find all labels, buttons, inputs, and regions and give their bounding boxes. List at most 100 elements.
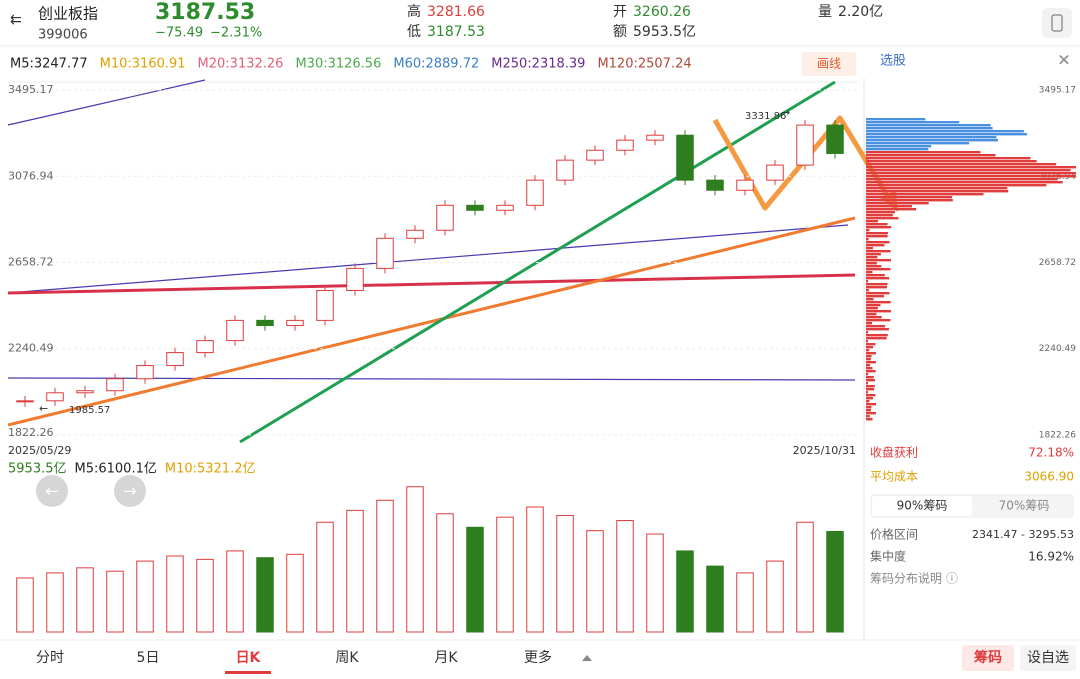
chip-bar xyxy=(866,154,996,157)
trend-line xyxy=(7,273,856,295)
chip-bar xyxy=(866,418,873,421)
profit: 72.18% xyxy=(1028,446,1074,460)
candle xyxy=(436,204,454,231)
cost: 3066.90 xyxy=(1024,470,1074,484)
candle xyxy=(376,237,394,269)
chip-bar xyxy=(866,400,870,403)
more-arrow xyxy=(582,655,592,661)
volume-bar xyxy=(256,557,274,633)
ma-legend: M30:3126.56 xyxy=(295,57,381,72)
tab[interactable]: 更多 xyxy=(524,649,552,666)
chip-bar xyxy=(866,238,869,241)
chip-bar xyxy=(866,184,1047,187)
y-tick-label-right: 2658.72 xyxy=(1039,258,1076,268)
stock-pick[interactable]: 选股 xyxy=(880,54,906,69)
tab[interactable]: 月K xyxy=(434,650,458,666)
chip-bar xyxy=(866,397,873,400)
annotation: 1985.57 xyxy=(69,405,110,416)
draw-button[interactable] xyxy=(802,52,856,76)
watch-button[interactable] xyxy=(1020,645,1076,671)
low-label: 低 xyxy=(407,24,421,40)
candle xyxy=(556,159,574,181)
volume-bar xyxy=(286,553,304,633)
chip-bar xyxy=(866,373,869,376)
tab[interactable]: 5日 xyxy=(137,650,160,666)
chip-bar xyxy=(866,409,872,412)
chip-help[interactable]: 筹码分布说明 ⓘ xyxy=(870,571,958,586)
chip-bar xyxy=(866,295,885,298)
tab[interactable]: 周K xyxy=(335,650,359,666)
chip-bar xyxy=(866,415,870,418)
chip-bar xyxy=(866,169,1071,172)
chip-bar xyxy=(866,214,893,217)
prev-button[interactable] xyxy=(36,475,68,507)
annotation: 3331.86 xyxy=(745,111,786,122)
chip-bar xyxy=(866,367,873,370)
ma-legend: M60:2889.72 xyxy=(393,57,479,72)
volume-bar xyxy=(826,530,844,633)
chip-bar xyxy=(866,361,876,364)
volume-bar xyxy=(106,570,124,633)
price: 3187.53 xyxy=(155,0,255,25)
chip-bar xyxy=(866,127,993,130)
chip-bar xyxy=(866,391,868,394)
chip-bar xyxy=(866,142,970,145)
volume-bar xyxy=(76,567,94,633)
candle xyxy=(466,204,484,211)
candle xyxy=(346,267,364,291)
prev-glyph: ← xyxy=(45,482,58,501)
chip-bar xyxy=(866,265,882,268)
chip-bar xyxy=(866,202,929,205)
volume-bar xyxy=(196,558,214,633)
chip-bar xyxy=(866,145,932,148)
chip-bar xyxy=(866,229,870,232)
chip-bar xyxy=(866,289,869,292)
chip-tab-active[interactable] xyxy=(872,496,972,516)
candle xyxy=(76,390,94,394)
chip-bar xyxy=(866,193,984,196)
candle xyxy=(496,204,514,211)
ma-legend: M120:2507.24 xyxy=(597,57,691,72)
candle xyxy=(106,378,124,392)
close-icon[interactable]: ✕ xyxy=(1057,51,1070,70)
chip-bar xyxy=(866,178,1058,181)
chip-bar xyxy=(866,346,874,349)
chip-bar xyxy=(866,148,929,151)
chip-button[interactable] xyxy=(962,645,1014,671)
candle xyxy=(586,149,604,161)
tab[interactable]: 分时 xyxy=(36,650,64,666)
y-tick-label-right: 2240.49 xyxy=(1039,344,1076,354)
tab-active[interactable]: 日K xyxy=(236,650,262,666)
volume-bar xyxy=(616,520,634,633)
chip-bar xyxy=(866,412,876,415)
trend-line xyxy=(7,79,206,126)
candle xyxy=(16,400,34,403)
chip-bar xyxy=(866,199,953,202)
candle xyxy=(526,179,544,206)
volume-bar xyxy=(406,486,424,633)
change: −75.49 xyxy=(155,26,203,41)
next-glyph: → xyxy=(123,482,136,501)
chip-bar xyxy=(866,304,881,307)
candle xyxy=(136,365,154,380)
high: 3281.66 xyxy=(427,4,485,20)
volume-legend: M5:6100.1亿 xyxy=(75,462,157,477)
phone-icon[interactable] xyxy=(1042,8,1072,38)
back-icon[interactable]: ⇇ xyxy=(10,12,22,28)
chip-bar xyxy=(866,274,885,277)
volume-bar xyxy=(586,530,604,633)
next-button[interactable] xyxy=(114,475,146,507)
chip-bar xyxy=(866,301,891,304)
chip-bar xyxy=(866,181,1063,184)
volume-bar xyxy=(646,533,664,633)
y-tick-label-right: 3495.17 xyxy=(1039,86,1076,96)
chip-tab[interactable]: 70%筹码 xyxy=(999,499,1050,513)
chip-bar xyxy=(866,196,953,199)
chip-bar xyxy=(866,340,868,343)
y-tick-label-right: 1822.26 xyxy=(1039,431,1076,441)
chip-bar xyxy=(866,376,874,379)
chip-bar xyxy=(866,403,876,406)
chip-bar xyxy=(866,256,878,259)
chip-bar xyxy=(866,307,878,310)
end-date: 2025/10/31 xyxy=(793,444,856,457)
